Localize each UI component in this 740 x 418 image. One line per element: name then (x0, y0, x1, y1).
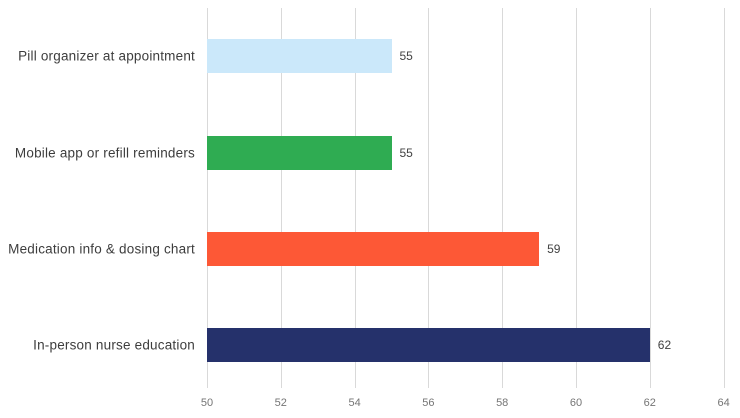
gridline-x-52 (280, 8, 282, 388)
gridline-x-50 (207, 8, 208, 388)
gridline-x-62 (649, 8, 651, 388)
category-label: Medication info & dosing chart (8, 241, 195, 256)
x-tick-label: 64 (717, 397, 730, 409)
bar-1 (207, 39, 392, 73)
gridline-x-58 (502, 8, 504, 388)
x-tick-label: 58 (496, 397, 509, 409)
value-label: 59 (547, 241, 561, 256)
bar-2 (207, 135, 392, 170)
x-tick-label: 62 (643, 397, 656, 409)
gridline-x-54 (354, 8, 356, 388)
value-label: 55 (399, 49, 413, 63)
x-tick-label: 60 (569, 397, 583, 409)
x-tick-label: 56 (422, 397, 435, 409)
category-label: Pill organizer at appointment (18, 48, 195, 64)
x-tick-label: 54 (348, 397, 361, 409)
category-label: Mobile app or refill reminders (14, 145, 195, 160)
gridline-x-64 (723, 8, 725, 388)
value-label: 62 (657, 338, 672, 352)
category-label: In-person nurse education (33, 337, 195, 353)
bar-4 (207, 328, 650, 362)
gridline-x-60 (576, 8, 577, 388)
x-tick-label: 50 (200, 397, 214, 409)
value-label: 55 (399, 145, 413, 160)
gridline-x-56 (428, 8, 430, 388)
bar-3 (207, 231, 540, 266)
x-tick-label: 52 (274, 397, 287, 409)
